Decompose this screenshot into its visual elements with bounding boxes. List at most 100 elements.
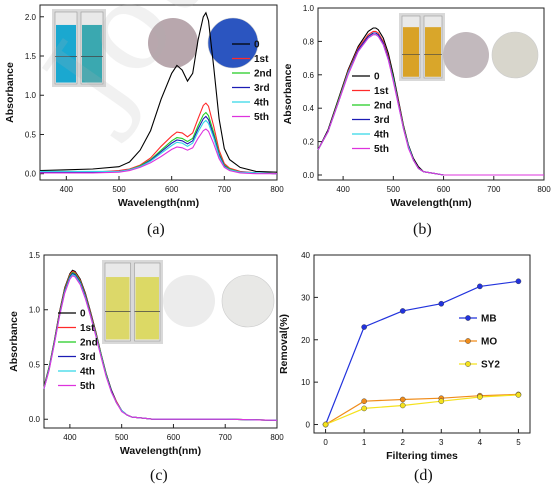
legend-label-2nd: 2nd [254,69,272,80]
legend-label-2nd: 2nd [374,101,392,112]
panel-label-c: (c) [150,467,168,484]
y-axis-label: Absorbance [4,62,16,123]
vial-liquid [56,24,76,83]
x-tick-label: 500 [112,185,126,194]
data-point-MO [361,398,367,405]
vial-liquid [403,27,419,77]
series-line-4th [40,119,278,175]
series-line-3rd [40,115,278,175]
x-tick-label: 500 [387,185,401,194]
data-point-SY2 [361,405,367,412]
legend: 0 1st 2nd 3rd 4th 5th [232,40,272,123]
data-point-SY2 [515,392,522,398]
legend-label-3rd: 3rd [254,83,270,94]
y-tick-label: 1.0 [29,306,41,315]
data-point-SY2 [477,394,483,400]
y-tick-label: 1.5 [29,251,41,260]
x-tick-label: 700 [218,185,232,194]
legend: 0 1st 2nd 3rd 4th 5th [352,72,392,155]
series-line-5th [317,34,544,176]
panel-label-b: (b) [413,221,432,238]
series-line-MO [325,393,519,426]
x-tick-label: 600 [167,433,181,442]
y-tick-label: 2.0 [25,13,37,22]
y-tick-label: 40 [301,251,310,260]
legend-marker-MO [465,338,471,344]
data-point-SY2 [438,398,445,405]
vial-liquid [82,24,102,83]
x-tick-label: 400 [63,433,77,442]
legend-label-5th: 5th [374,144,389,155]
legend: 0 1st 2nd 3rd 4th 5th [58,309,98,392]
legend-label-0: 0 [80,309,86,320]
photo-inset [52,9,259,87]
plot-frame [43,254,278,429]
x-tick-label: 4 [478,438,483,447]
y-tick-label: 20 [301,336,310,345]
y-tick-label: 0.0 [25,170,37,179]
y-tick-label: 1.5 [25,52,37,61]
x-tick-label: 600 [437,185,451,194]
series-line-5th [40,128,277,175]
y-tick-label: 0.5 [25,130,37,139]
filter-disc-after [221,274,275,328]
series-line-SY2 [325,394,519,426]
x-axis-label: Filtering times [386,450,458,462]
legend-label-SY2: SY2 [481,360,500,371]
y-tick-label: 0.6 [303,71,315,80]
y-tick-label: 1.0 [303,4,315,13]
photo-inset [102,260,275,344]
x-tick-label: 500 [115,433,129,442]
chart-b: 400 500 600 700 800 0.0 0.2 0.4 0.6 0.8 1.0 Wavelen… [282,4,551,209]
x-tick-label: 600 [165,185,179,194]
plot-frame [317,7,545,181]
x-tick-label: 5 [516,438,521,447]
data-point-MB [399,308,406,314]
filter-disc-after [207,17,259,69]
y-axis-label: Absorbance [282,64,294,125]
legend-marker-MB [465,315,471,321]
y-tick-label: 0 [306,421,311,430]
y-tick-label: 0.4 [303,104,315,113]
x-axis-label: Wavelength(nm) [120,445,201,457]
series-line-2nd [40,111,278,175]
y-tick-label: 0.5 [29,360,41,369]
legend-label-2nd: 2nd [80,338,98,349]
legend-label-1st: 1st [254,54,269,65]
y-tick-label: 0.2 [303,138,315,147]
y-tick-label: 0.0 [303,171,315,180]
y-tick-label: 0.8 [303,37,315,46]
x-tick-label: 1 [362,438,367,447]
y-axis-label: Removal(%) [278,314,290,374]
legend-label-3rd: 3rd [374,115,390,126]
legend-label-4th: 4th [80,367,95,378]
x-axis-label: Wavelength(nm) [118,197,199,209]
data-point-MO [399,396,406,403]
data-point-SY2 [399,402,406,409]
vial-liquid [106,277,130,340]
chart-d: 0 1 2 3 4 5 0 10 20 30 40 Filtering times Removal(%)… [278,251,531,462]
y-tick-label: 10 [301,378,310,387]
data-point-MB [438,300,445,307]
legend-label-0: 0 [254,40,260,51]
panel-label-a: (a) [147,221,165,238]
vial-liquid [425,27,441,77]
legend-label-3rd: 3rd [80,352,96,363]
x-tick-label: 800 [537,185,551,194]
filter-disc-after [491,31,539,79]
y-tick-label: 30 [301,293,310,302]
legend-label-5th: 5th [80,381,95,392]
plot-frame [313,254,531,434]
data-point-SY2 [322,421,329,428]
photo-inset [399,13,539,81]
x-axis-label: Wavelength(nm) [390,197,471,209]
x-tick-label: 800 [270,433,284,442]
vial-liquid [135,277,159,340]
series-line-0 [39,11,278,173]
x-tick-label: 400 [60,185,74,194]
legend-label-MB: MB [481,314,497,325]
filter-disc-before [443,32,489,78]
series-line-5th [43,275,278,421]
x-tick-label: 800 [270,185,284,194]
